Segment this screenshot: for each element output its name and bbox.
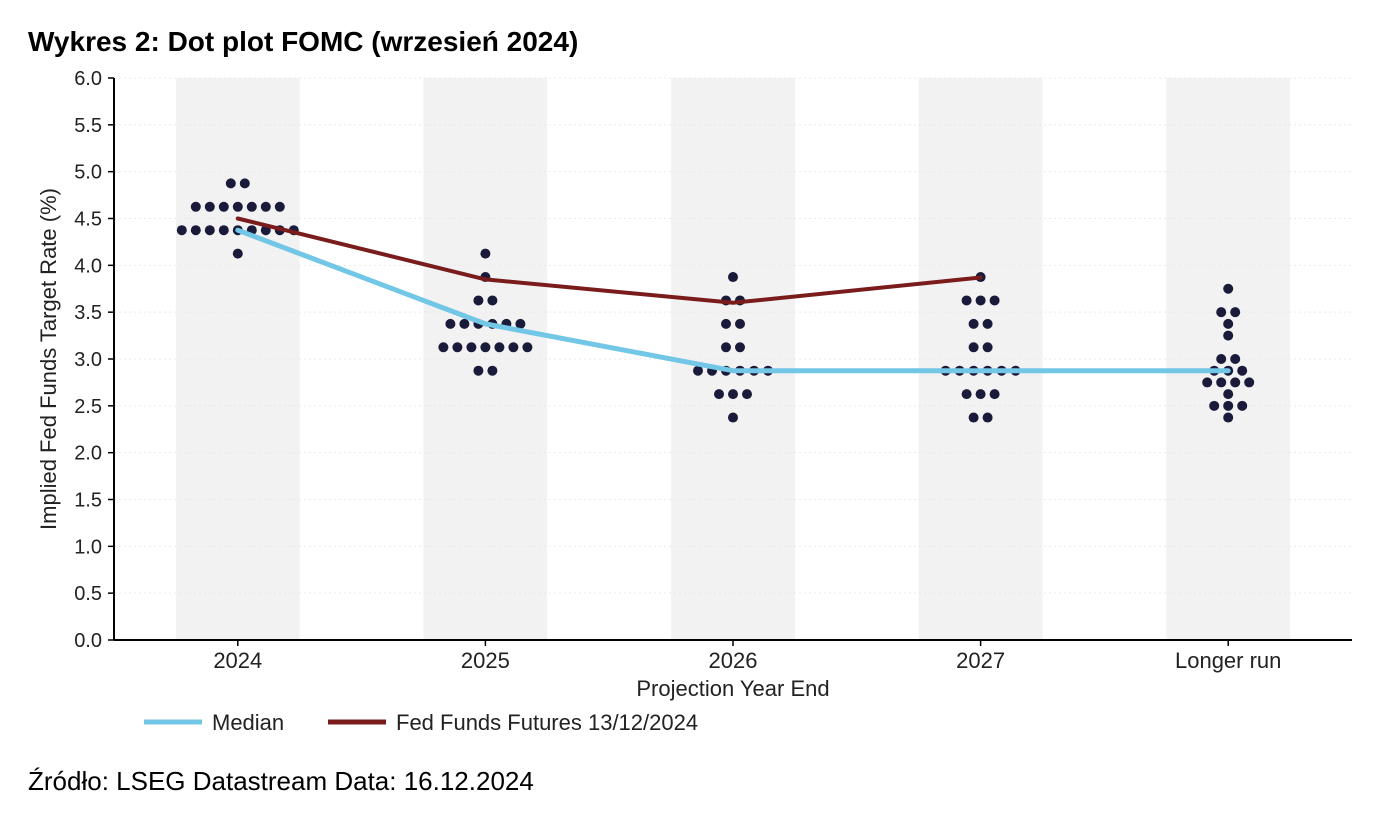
y-axis-label: Implied Fed Funds Target Rate (%) (36, 188, 61, 530)
svg-text:0.5: 0.5 (74, 583, 102, 605)
svg-text:Longer run: Longer run (1175, 648, 1281, 673)
svg-text:2026: 2026 (709, 648, 758, 673)
svg-text:4.5: 4.5 (74, 209, 102, 231)
chart-legend: Median Fed Funds Futures 13/12/2024 (144, 710, 698, 735)
svg-text:2027: 2027 (956, 648, 1005, 673)
svg-text:0.0: 0.0 (74, 630, 102, 652)
svg-text:3.0: 3.0 (74, 349, 102, 371)
svg-text:4.0: 4.0 (74, 255, 102, 277)
svg-text:3.5: 3.5 (74, 302, 102, 324)
svg-text:6.0: 6.0 (74, 68, 102, 90)
svg-text:1.0: 1.0 (74, 536, 102, 558)
fomc-dot-plot-chart: 0.0 0.5 1.0 1.5 2.0 2.5 3.0 3.5 4.0 4.5 5.0 5.5 6.0 I… (28, 60, 1362, 760)
x-axis-label: Projection Year End (636, 676, 829, 701)
svg-text:2024: 2024 (213, 648, 262, 673)
svg-text:5.5: 5.5 (74, 115, 102, 137)
svg-text:2025: 2025 (461, 648, 510, 673)
svg-text:2.5: 2.5 (74, 396, 102, 418)
chart-title: Wykres 2: Dot plot FOMC (wrzesień 2024) (28, 26, 1362, 58)
svg-text:5.0: 5.0 (74, 162, 102, 184)
svg-text:Median: Median (212, 710, 284, 735)
chart-container: 0.0 0.5 1.0 1.5 2.0 2.5 3.0 3.5 4.0 4.5 5.0 5.5 6.0 I… (28, 60, 1362, 760)
svg-text:Fed Funds Futures 13/12/2024: Fed Funds Futures 13/12/2024 (396, 710, 698, 735)
chart-source: Źródło: LSEG Datastream Data: 16.12.2024 (28, 766, 1362, 797)
svg-text:2.0: 2.0 (74, 443, 102, 465)
svg-text:1.5: 1.5 (74, 490, 102, 512)
